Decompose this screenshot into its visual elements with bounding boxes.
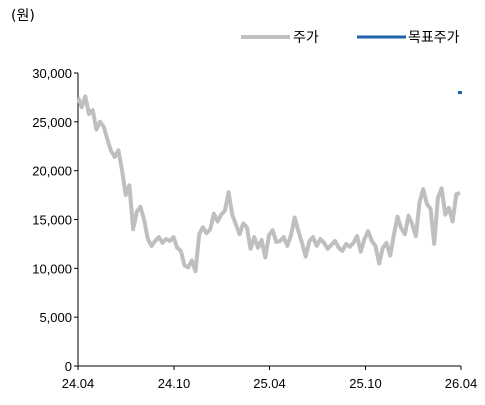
y-axis-ticks: 0 5,000 10,000 15,000 20,000 25,000 30,000 xyxy=(32,66,78,374)
x-tick-label: 25.10 xyxy=(349,376,382,391)
x-tick-label: 26.04 xyxy=(445,376,478,391)
unit-label: (원) xyxy=(11,8,35,24)
y-tick-label: 5,000 xyxy=(39,310,72,325)
y-tick-label: 20,000 xyxy=(32,164,72,179)
x-axis-ticks: 24.04 24.10 25.04 25.10 26.04 xyxy=(62,366,478,391)
x-tick-label: 24.04 xyxy=(62,376,95,391)
series-line-price xyxy=(76,94,461,274)
x-tick-label: 25.04 xyxy=(253,376,286,391)
y-tick-label: 10,000 xyxy=(32,261,72,276)
y-tick-label: 25,000 xyxy=(32,115,72,130)
legend-label-target-price: 목표주가 xyxy=(408,30,460,46)
y-tick-label: 30,000 xyxy=(32,66,72,81)
legend-label-price: 주가 xyxy=(293,30,319,46)
x-tick-label: 24.10 xyxy=(158,376,191,391)
y-tick-label: 15,000 xyxy=(32,213,72,228)
y-tick-label: 0 xyxy=(65,359,72,374)
legend: 주가 목표주가 xyxy=(241,30,460,46)
plot-area xyxy=(76,91,462,274)
